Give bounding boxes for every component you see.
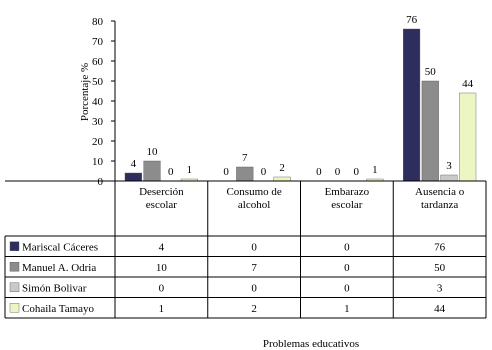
y-tick-label: 20	[92, 136, 104, 148]
y-tick-label: 80	[92, 16, 104, 28]
data-label: 0	[316, 166, 322, 178]
table-cell: 2	[251, 303, 257, 315]
category-label: escolar	[331, 199, 362, 211]
table-cell: 0	[344, 282, 350, 294]
data-label: 44	[462, 78, 474, 90]
data-label: 4	[131, 158, 137, 170]
table-cell: 7	[251, 262, 257, 274]
y-axis-title: Porcentaje %	[79, 63, 91, 121]
data-label: 0	[353, 166, 359, 178]
table-cell: 1	[344, 303, 350, 315]
data-label: 1	[372, 164, 378, 176]
data-label: 50	[425, 66, 437, 78]
bar	[441, 175, 458, 181]
category-label: Ausencia o	[415, 186, 465, 198]
x-axis-title: Problemas educativos	[263, 338, 359, 350]
y-tick-label: 60	[92, 56, 104, 68]
data-label: 10	[147, 146, 159, 158]
data-label: 0	[261, 166, 267, 178]
y-tick-label: 40	[92, 96, 104, 108]
legend-series-name: Mariscal Cáceres	[22, 241, 98, 253]
bar	[125, 173, 142, 181]
legend-swatch	[10, 242, 19, 251]
legend-series-name: Manuel A. Odria	[22, 262, 96, 274]
table-cell: 4	[159, 241, 165, 253]
table-cell: 0	[344, 241, 350, 253]
category-label: Deserción	[139, 186, 184, 198]
category-label: escolar	[146, 199, 177, 211]
legend-series-name: Cohaila Tamayo	[22, 303, 95, 315]
legend-swatch	[10, 283, 19, 292]
data-label: 2	[279, 162, 285, 174]
y-tick-label: 50	[92, 76, 104, 88]
category-label: tardanza	[421, 199, 458, 211]
table-cell: 10	[156, 262, 168, 274]
bar	[403, 29, 420, 181]
table-cell: 0	[159, 282, 165, 294]
table-cell: 0	[251, 241, 257, 253]
table-cell: 0	[344, 262, 350, 274]
data-label: 1	[187, 164, 193, 176]
data-label: 76	[406, 14, 418, 26]
bar	[144, 161, 161, 181]
table-cell: 0	[251, 282, 257, 294]
table-cell: 50	[434, 262, 446, 274]
bar	[236, 167, 253, 181]
category-label: Embarazo	[325, 186, 370, 198]
legend-swatch	[10, 303, 19, 312]
y-tick-label: 70	[92, 36, 104, 48]
data-label: 7	[242, 152, 248, 164]
category-label: Consumo de	[226, 186, 281, 198]
data-label: 0	[335, 166, 341, 178]
data-label: 3	[446, 160, 452, 172]
data-label: 0	[223, 166, 229, 178]
y-tick-label: 30	[92, 116, 104, 128]
table-cell: 1	[159, 303, 165, 315]
table-cell: 76	[434, 241, 446, 253]
table-cell: 3	[437, 282, 443, 294]
legend-swatch	[10, 262, 19, 271]
category-label: alcohol	[238, 199, 270, 211]
legend-series-name: Simón Bolivar	[22, 282, 87, 294]
y-tick-label: 0	[98, 176, 104, 188]
bar	[274, 177, 291, 181]
data-label: 0	[168, 166, 174, 178]
table-cell: 44	[434, 303, 446, 315]
y-tick-label: 10	[92, 156, 104, 168]
bar	[422, 81, 439, 181]
bar	[459, 93, 476, 181]
